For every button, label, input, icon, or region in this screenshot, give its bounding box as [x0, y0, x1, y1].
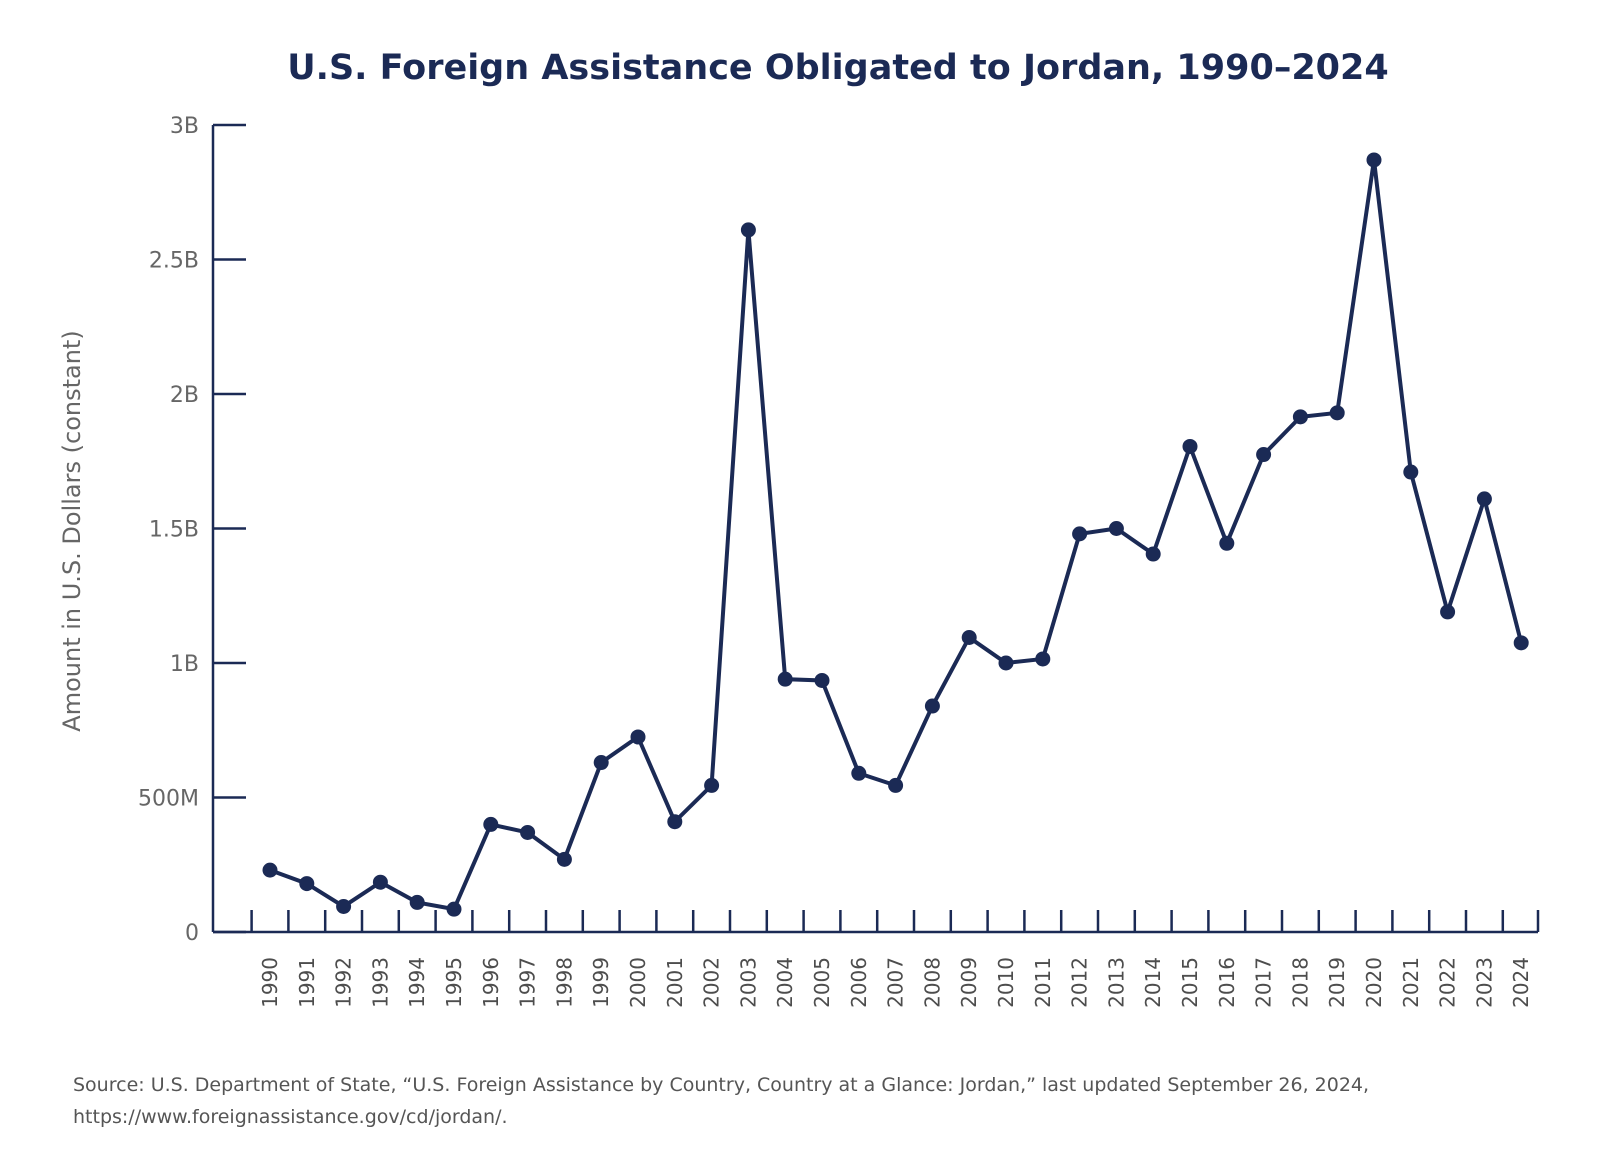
data-point: [1072, 526, 1088, 542]
y-tick-label: 0: [185, 921, 199, 946]
x-tick-label: 1991: [295, 957, 319, 1008]
x-tick-label: 2007: [884, 957, 908, 1008]
y-tick-label: 3B: [170, 114, 199, 139]
x-tick-label: 1993: [368, 957, 392, 1008]
data-point: [336, 898, 352, 914]
data-point: [630, 729, 646, 745]
x-tick-label: 2001: [663, 957, 687, 1008]
data-point: [1145, 546, 1161, 562]
data-point: [593, 755, 609, 771]
series-line-group: [262, 152, 1529, 917]
x-tick-label: 2016: [1215, 957, 1239, 1008]
x-tick-label: 2010: [994, 957, 1018, 1008]
chart-title: U.S. Foreign Assistance Obligated to Jor…: [287, 48, 1388, 88]
x-tick-label: 2013: [1104, 957, 1128, 1008]
x-tick-label: 2008: [920, 957, 944, 1008]
x-tick-label: 1990: [258, 957, 282, 1008]
data-point: [1366, 152, 1382, 168]
x-tick-label: 2009: [957, 957, 981, 1008]
data-point: [1329, 405, 1345, 421]
data-point: [372, 874, 388, 890]
data-point: [888, 777, 904, 793]
x-tick-label: 2000: [626, 957, 650, 1008]
x-tick-label: 2011: [1031, 957, 1055, 1008]
data-point: [299, 876, 315, 892]
data-point: [1476, 491, 1492, 507]
data-point: [1513, 635, 1529, 651]
data-point: [556, 851, 572, 867]
data-point: [851, 765, 867, 781]
x-tick-label: 1996: [479, 957, 503, 1008]
x-tick-label: 2014: [1141, 957, 1165, 1008]
data-point: [1292, 409, 1308, 425]
x-tick-label: 2003: [736, 957, 760, 1008]
source-note-line-2: https://www.foreignassistance.gov/cd/jor…: [73, 1106, 508, 1128]
data-point: [961, 629, 977, 645]
x-tick-label: 2019: [1325, 957, 1349, 1008]
series-line: [269, 159, 1524, 912]
x-tick-label: 1997: [516, 957, 540, 1008]
x-tick-label: 2018: [1288, 957, 1312, 1008]
data-point: [998, 655, 1014, 671]
x-tick-label: 2006: [847, 957, 871, 1008]
x-tick-label: 2021: [1399, 957, 1423, 1008]
data-point: [814, 672, 830, 688]
data-point: [1035, 651, 1051, 667]
y-tick-label: 2.5B: [149, 249, 199, 274]
data-point: [1256, 447, 1272, 463]
data-point: [1182, 438, 1198, 454]
x-tick-label: 2017: [1252, 957, 1276, 1008]
data-point: [924, 698, 940, 714]
data-point: [1440, 604, 1456, 620]
x-tick-label: 2004: [773, 957, 797, 1008]
x-tick-label: 2023: [1472, 957, 1496, 1008]
data-point: [262, 862, 278, 878]
x-tick-label: 2005: [810, 957, 834, 1008]
y-tick-label: 500M: [138, 787, 199, 812]
data-point: [483, 816, 499, 832]
data-point: [1108, 521, 1124, 536]
x-tick-label: 1995: [442, 957, 466, 1008]
data-point: [520, 824, 536, 840]
x-tick-label: 2024: [1509, 957, 1533, 1008]
data-point: [667, 814, 683, 830]
data-point: [704, 777, 720, 793]
x-tick-label: 2012: [1068, 957, 1092, 1008]
x-tick-label: 2002: [700, 957, 724, 1008]
x-axis: 1990 1991 1992 1993 1994 1995 1996 1997 1998 1999…: [213, 910, 1540, 1008]
y-axis-label: Amount in U.S. Dollars (constant): [58, 330, 86, 731]
y-tick-label: 2B: [170, 383, 199, 408]
source-note-line-1: Source: U.S. Department of State, “U.S. …: [73, 1074, 1369, 1096]
x-tick-label: 2020: [1362, 957, 1386, 1008]
data-point: [409, 894, 425, 910]
x-tick-label: 2015: [1178, 957, 1202, 1008]
data-point: [446, 901, 462, 917]
data-point: [1219, 535, 1235, 551]
y-tick-label: 1B: [170, 652, 199, 677]
x-tick-label: 1992: [332, 957, 356, 1008]
data-point: [1403, 464, 1419, 480]
x-tick-label: 2022: [1436, 957, 1460, 1008]
x-tick-label: 1998: [552, 957, 576, 1008]
x-tick-label: 1999: [589, 957, 613, 1008]
y-axis: 0 500M 1B 1.5B 2B 2.5B 3B: [138, 114, 246, 946]
y-tick-label: 1.5B: [149, 518, 199, 543]
data-point: [740, 222, 756, 238]
data-point: [777, 671, 793, 687]
x-tick-label: 1994: [405, 957, 429, 1008]
